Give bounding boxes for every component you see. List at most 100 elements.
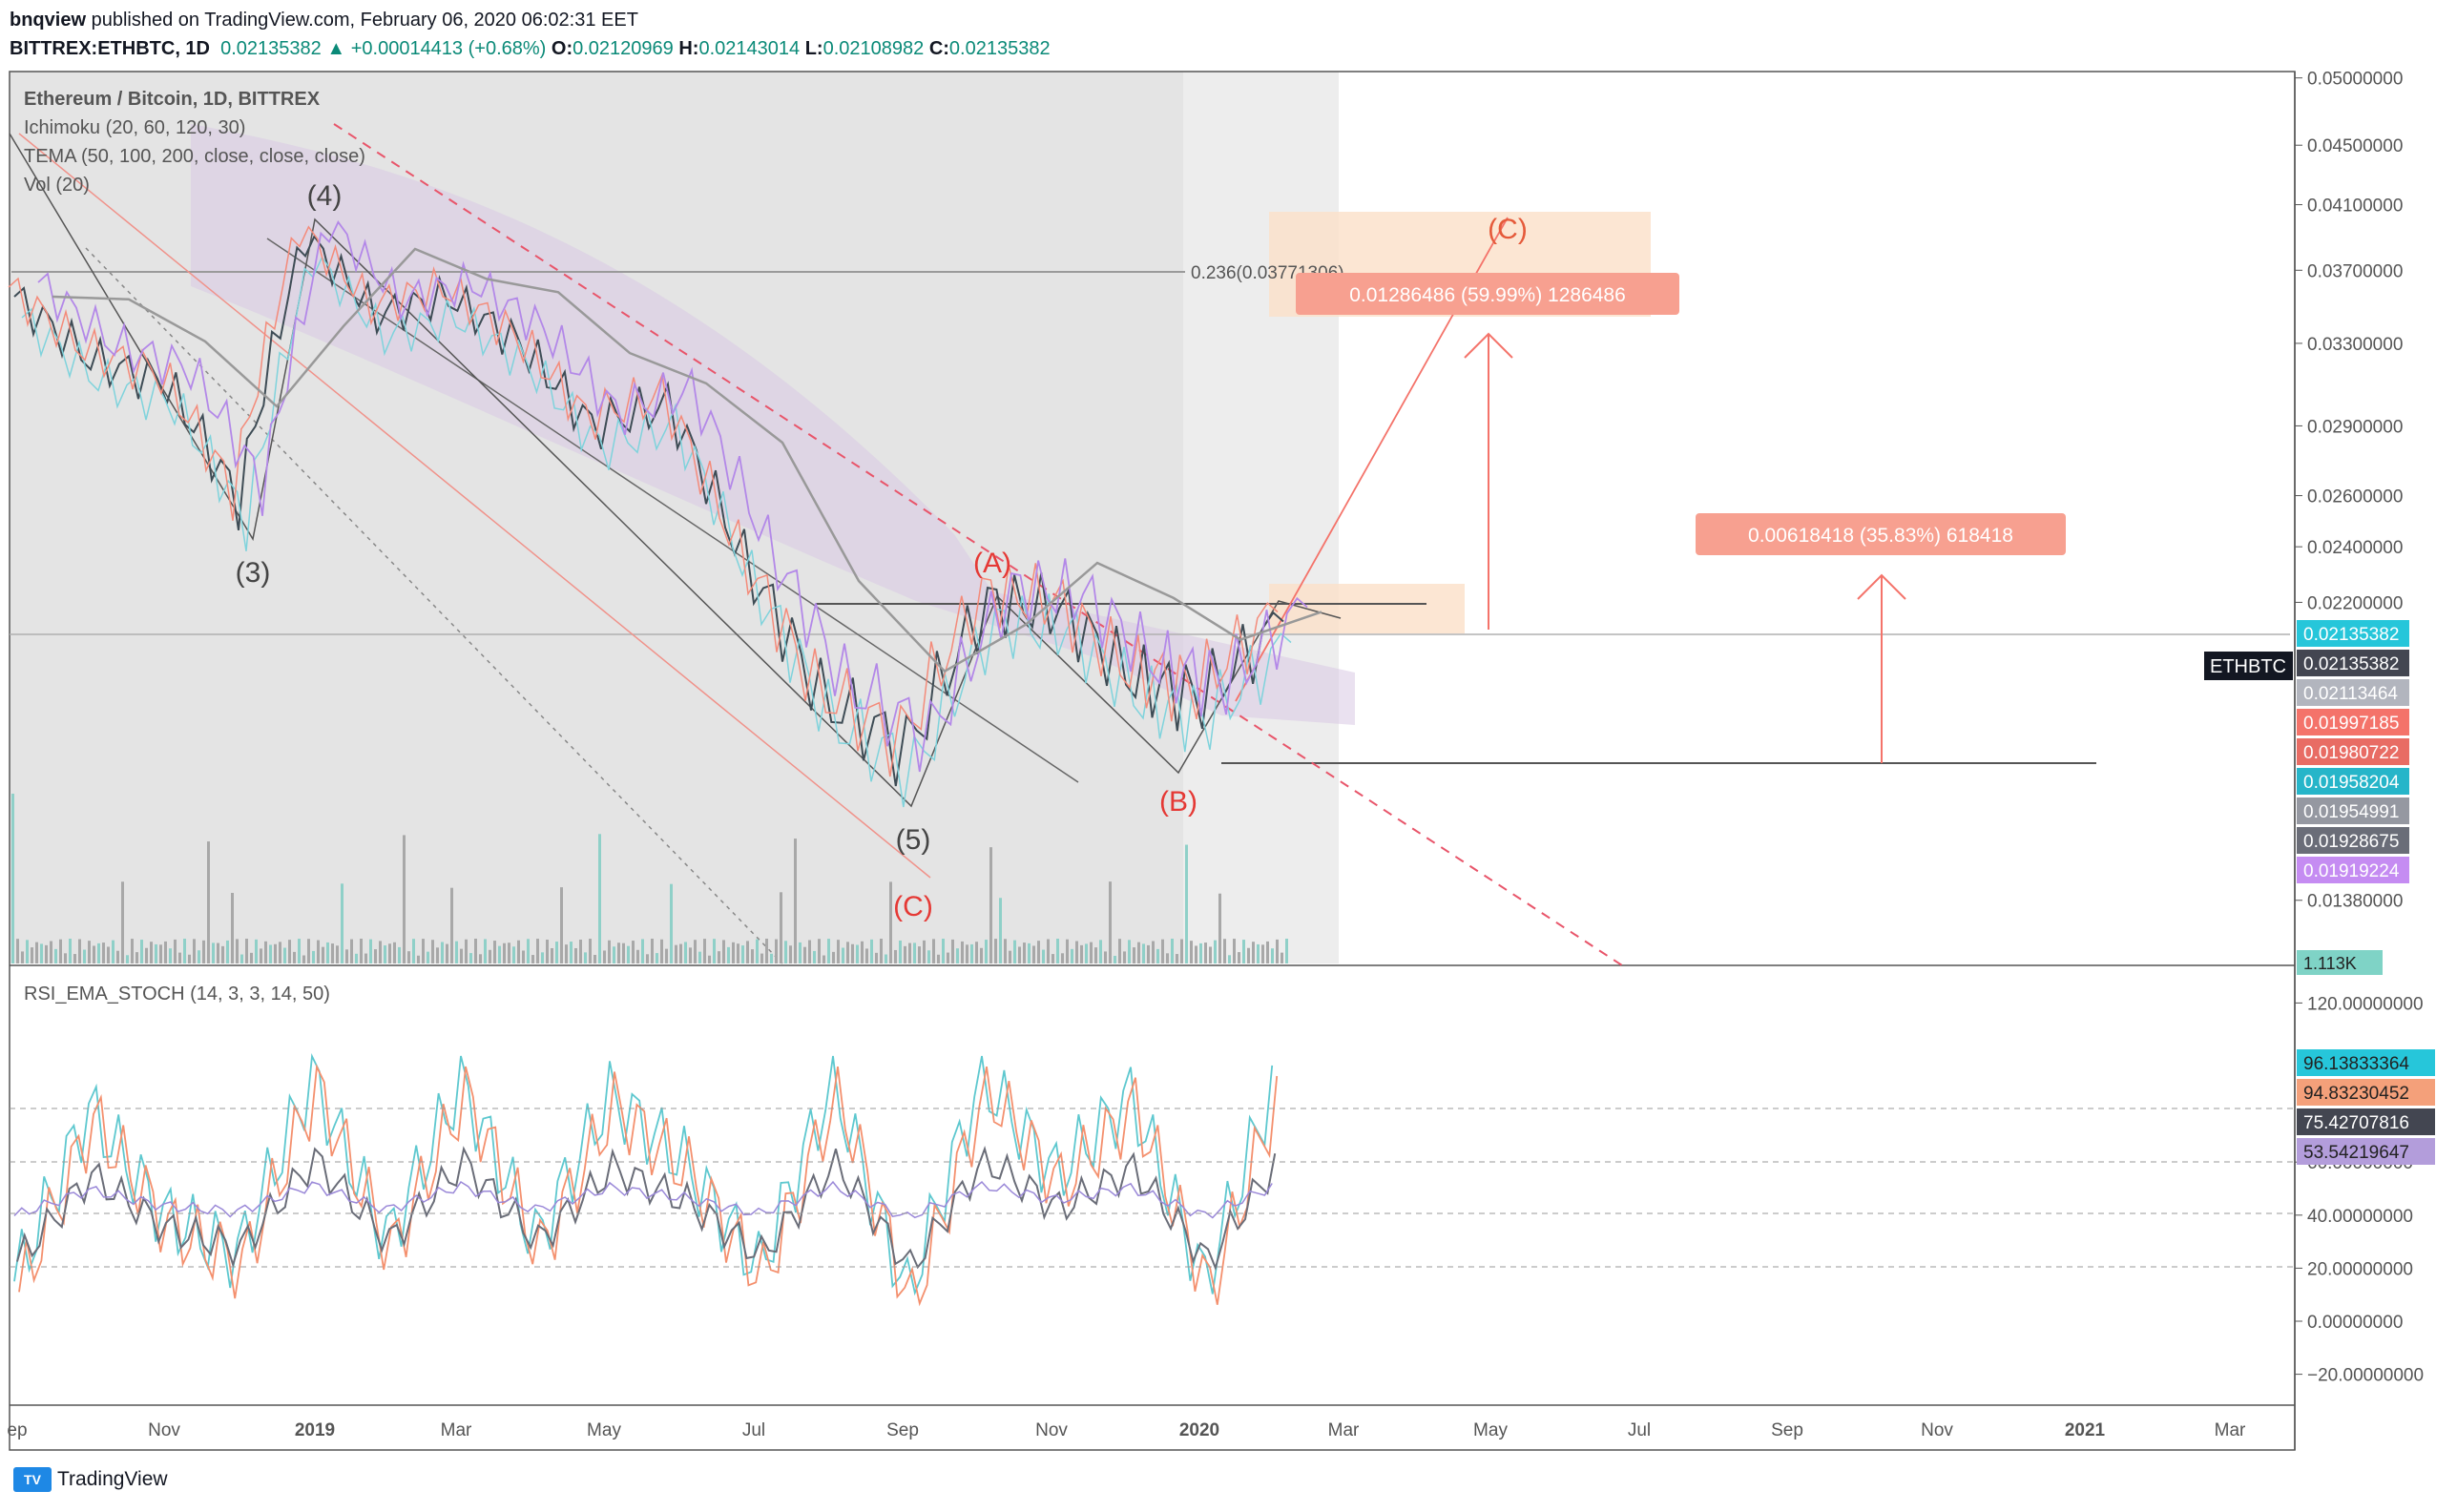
volume-bar <box>155 943 157 963</box>
symbol-tag-text: ETHBTC <box>2210 656 2286 677</box>
volume-bar <box>837 940 840 963</box>
volume-bar <box>469 953 472 963</box>
chart-header: bnqview published on TradingView.com, Fe… <box>10 6 1051 63</box>
time-axis-label: Nov <box>1921 1420 1953 1440</box>
volume-bar <box>1085 943 1088 963</box>
volume-bar <box>732 942 735 963</box>
volume-bar <box>1071 948 1073 963</box>
volume-bar <box>565 944 568 963</box>
rsi-badge-text: 94.83230452 <box>2303 1084 2409 1104</box>
volume-bar <box>1118 939 1121 963</box>
volume-bar <box>135 952 138 963</box>
volume-bar <box>1075 941 1078 963</box>
volume-bar <box>632 941 635 963</box>
time-axis-label: 2019 <box>295 1420 335 1440</box>
volume-bar <box>11 794 14 963</box>
open-label: O: <box>551 38 573 59</box>
volume-bar <box>369 939 372 963</box>
volume-bar <box>1137 942 1140 963</box>
volume-bar <box>302 955 305 963</box>
volume-bar <box>527 939 530 963</box>
volume-bar <box>760 953 763 963</box>
wave-label-3: (3) <box>236 557 271 589</box>
volume-bar <box>660 939 663 963</box>
price-axis[interactable]: 0.05000000 0.04500000 0.04100000 0.03700000… <box>2295 70 2409 975</box>
publisher-name[interactable]: bnqview <box>10 10 87 31</box>
volume-bar <box>250 952 253 963</box>
volume-bar <box>398 946 401 963</box>
volume-bar <box>1233 939 1236 963</box>
volume-bar <box>799 942 802 963</box>
volume-bar <box>221 945 224 963</box>
volume-bar <box>69 939 72 963</box>
rsi-axis[interactable]: 120.0000000060.0000000040.0000000020.000… <box>2295 994 2435 1386</box>
volume-bar <box>827 939 830 963</box>
price-badge <box>2297 650 2409 676</box>
volume-bar <box>417 955 420 963</box>
volume-bar <box>207 841 210 963</box>
legend-tema: TEMA (50, 100, 200, close, close, close) <box>24 146 365 167</box>
volume-bar <box>212 942 215 963</box>
volume-bar <box>59 939 62 963</box>
measure-box-1[interactable] <box>1296 273 1679 315</box>
rsi-stoch-k-line <box>13 1052 1274 1296</box>
volume-bar <box>1032 945 1035 963</box>
time-axis-label: Mar <box>2215 1420 2246 1440</box>
volume-bar <box>97 942 100 963</box>
price-badge-text: 0.01997185 <box>2303 714 2399 734</box>
measure-box-2[interactable] <box>1696 513 2066 555</box>
symbol-name[interactable]: BITTREX:ETHBTC, 1D <box>10 38 210 59</box>
volume-bar <box>159 944 162 963</box>
volume-bar <box>231 893 234 963</box>
volume-bar <box>1285 939 1288 963</box>
legend-ichimoku: Ichimoku (20, 60, 120, 30) <box>24 117 245 138</box>
volume-bar <box>966 944 968 963</box>
volume-bar <box>498 945 501 963</box>
volume-bar <box>646 954 649 963</box>
rsi-badge-text: 53.54219647 <box>2303 1143 2409 1163</box>
volume-bar <box>1104 951 1107 963</box>
volume-bar <box>1128 940 1131 963</box>
price-badge <box>2297 857 2409 883</box>
volume-bar <box>1080 944 1083 963</box>
volume-bar <box>1061 953 1064 963</box>
volume-bar <box>403 835 406 963</box>
volume-bar <box>622 942 625 963</box>
symbol-tag-box[interactable] <box>2204 652 2293 680</box>
volume-bar <box>784 941 787 963</box>
price-series <box>8 220 1322 808</box>
volume-bar <box>1247 947 1250 963</box>
volume-bar <box>937 954 940 963</box>
volume-bar <box>994 939 997 963</box>
volume-bar <box>627 945 630 963</box>
volume-bar <box>1218 893 1221 963</box>
history-shade <box>10 72 1183 963</box>
volume-bar <box>1281 952 1283 963</box>
time-axis[interactable]: ep Nov 2019 Mar May Jul Sep Nov 2020 Mar May Jul Sep… <box>7 1420 2246 1440</box>
price-badge <box>2297 620 2409 647</box>
volume-bar <box>956 948 959 963</box>
volume-bar <box>1013 940 1016 963</box>
wave-label-c-low: (C) <box>893 891 933 922</box>
volume-bar <box>1152 941 1155 963</box>
volume-bar <box>1228 955 1231 963</box>
price-tick-label: 0.04100000 <box>2307 197 2403 217</box>
price-tick-label: 0.03700000 <box>2307 261 2403 281</box>
volume-bar <box>584 952 587 963</box>
volume-bar <box>1257 943 1260 963</box>
volume-bar <box>608 940 611 963</box>
volume-bar <box>975 942 978 963</box>
footer-brand[interactable]: TV TradingView <box>13 1467 168 1492</box>
volume-bar <box>88 941 91 963</box>
volume-bar <box>741 945 744 963</box>
volume-bar <box>927 950 930 963</box>
volume-bar <box>107 946 110 963</box>
volume-bar <box>789 945 792 963</box>
volume-bar <box>970 943 973 963</box>
volume-bar <box>164 941 167 963</box>
volume-bar <box>102 942 105 963</box>
rsi-badge-text: 75.42707816 <box>2303 1113 2409 1133</box>
volume-bar <box>508 942 510 963</box>
volume-bar <box>31 947 33 963</box>
